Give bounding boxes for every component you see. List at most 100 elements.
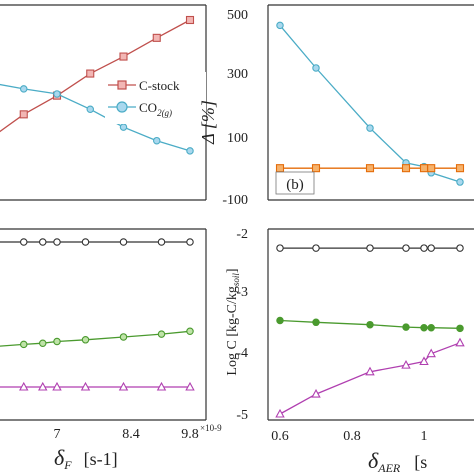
data-point-black xyxy=(366,244,374,252)
panel-bottom-right-frame xyxy=(267,228,474,421)
data-point-black xyxy=(119,238,128,246)
data-point-green xyxy=(19,340,28,349)
data-point-green xyxy=(427,323,435,332)
data-point-green xyxy=(53,337,61,346)
data-point-black xyxy=(420,244,428,252)
legend-label-co2-main: CO xyxy=(139,100,157,115)
bottom-left-x-axis-label: δF [s-1] xyxy=(54,445,118,472)
data-point-black xyxy=(19,238,28,246)
data-point-blue xyxy=(276,21,284,30)
x-axis-label-sub: AER xyxy=(377,461,401,474)
data-point-black xyxy=(53,238,61,246)
y-tick-label: -3 xyxy=(236,285,248,300)
legend-marker-co2 xyxy=(116,101,128,113)
data-point-magenta xyxy=(275,408,285,418)
data-point-green xyxy=(157,330,166,338)
bottom-left-series xyxy=(0,238,195,391)
series-line-blue xyxy=(279,24,461,183)
data-point-black xyxy=(276,244,284,252)
data-point-c-stock xyxy=(152,33,161,42)
data-point-magenta xyxy=(455,337,465,347)
data-point-green xyxy=(38,339,47,347)
data-point-black xyxy=(402,244,410,252)
x-tick-label: 0.6 xyxy=(271,429,289,444)
data-point-green xyxy=(312,318,320,327)
data-point-c-stock xyxy=(119,52,128,61)
legend-label-co2: CO2(g) xyxy=(139,100,172,118)
data-point-orange xyxy=(311,164,321,173)
data-point-green xyxy=(420,323,428,332)
x-axis-label-sub: F xyxy=(63,458,72,472)
data-point-co2 xyxy=(119,123,128,131)
data-point-c-stock xyxy=(19,110,28,119)
top-right-y-ticks: 500 300 100 -100 xyxy=(222,8,248,208)
data-point-orange xyxy=(365,164,375,173)
legend-marker-c-stock xyxy=(117,80,127,90)
data-point-c-stock xyxy=(86,69,95,78)
data-point-magenta xyxy=(401,359,411,369)
data-point-co2 xyxy=(86,105,95,114)
y-tick-label: -4 xyxy=(236,346,248,361)
legend-label-co2-sub: 2(g) xyxy=(157,108,172,118)
data-point-green xyxy=(276,316,284,325)
x-tick-label: 7 xyxy=(54,427,61,442)
panel-label-box xyxy=(275,171,315,195)
data-point-black xyxy=(81,238,90,246)
x-axis-label-symbol: δ xyxy=(368,448,379,473)
data-point-green xyxy=(186,327,194,336)
x-tick-label: 8.4 xyxy=(122,427,140,442)
top-left-series xyxy=(0,15,195,155)
y-axis-label-sub: soil xyxy=(231,273,241,287)
panel-label-b: (b) xyxy=(286,177,304,193)
y-tick-label: 100 xyxy=(227,131,248,146)
data-point-c-stock xyxy=(185,15,195,25)
data-point-magenta xyxy=(311,388,321,398)
data-point-orange xyxy=(455,164,465,173)
x-axis-label-symbol: δ xyxy=(54,445,65,470)
data-point-magenta xyxy=(38,381,48,391)
x-tick-label: 1 xyxy=(421,429,428,444)
data-point-black xyxy=(38,238,47,246)
data-point-green xyxy=(456,324,464,333)
y-tick-label: 500 xyxy=(227,8,248,23)
x-axis-label-unit: [s-1] xyxy=(84,449,118,469)
data-point-magenta xyxy=(185,381,195,391)
data-point-blue xyxy=(312,64,320,72)
y-tick-label: -100 xyxy=(222,193,248,208)
data-point-green xyxy=(119,333,128,341)
data-point-magenta xyxy=(80,381,91,391)
data-point-co2 xyxy=(53,90,61,98)
panel-bottom-left-frame xyxy=(0,228,207,421)
x-tick-label: 9.8 xyxy=(181,427,199,442)
x-axis-label-unit: [s xyxy=(414,452,427,472)
data-point-orange xyxy=(275,164,285,173)
data-point-magenta xyxy=(426,348,436,358)
data-point-black xyxy=(157,238,166,246)
bottom-right-series xyxy=(275,244,465,418)
y-tick-label: -5 xyxy=(236,408,248,423)
legend: C-stock CO2(g) xyxy=(105,72,206,124)
data-point-co2 xyxy=(19,85,28,93)
data-point-orange xyxy=(427,164,436,173)
x-axis-multiplier: ×10-9 xyxy=(200,423,222,433)
data-point-orange xyxy=(419,164,429,173)
data-point-blue xyxy=(366,124,374,132)
data-point-magenta xyxy=(365,366,375,376)
bottom-right-x-axis-label: δAER [s xyxy=(368,448,427,474)
data-point-co2 xyxy=(186,147,194,155)
legend-label-c-stock: C-stock xyxy=(139,78,180,93)
data-point-black xyxy=(186,238,194,246)
data-point-orange xyxy=(401,164,411,173)
y-axis-label-prefix: Log C [kg-C/kg xyxy=(225,286,240,375)
bottom-right-y-axis-label: Log C [kg-C/kgsoil] xyxy=(225,268,241,375)
panel-top-right-frame xyxy=(267,4,474,201)
data-point-magenta xyxy=(52,381,62,391)
data-point-co2 xyxy=(153,136,161,145)
data-point-blue xyxy=(456,178,464,186)
data-point-magenta xyxy=(118,381,129,391)
data-point-green xyxy=(81,336,90,344)
data-point-magenta xyxy=(156,381,167,391)
top-right-y-axis-label: Δ [%] xyxy=(198,100,218,145)
data-point-black xyxy=(427,244,435,252)
